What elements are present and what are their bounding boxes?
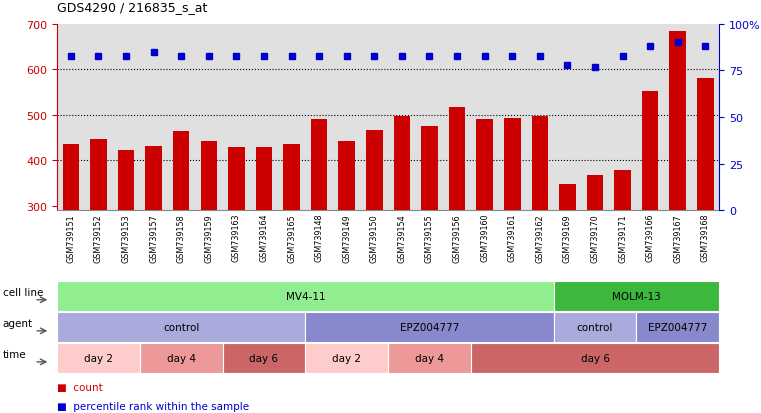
- Text: day 6: day 6: [250, 353, 279, 363]
- Text: GDS4290 / 216835_s_at: GDS4290 / 216835_s_at: [57, 2, 208, 14]
- Bar: [614, 171, 631, 342]
- Text: MOLM-13: MOLM-13: [612, 291, 661, 301]
- Text: day 2: day 2: [84, 353, 113, 363]
- Text: MV4-11: MV4-11: [285, 291, 325, 301]
- Bar: [118, 151, 134, 342]
- Bar: [642, 91, 658, 342]
- Bar: [283, 145, 300, 342]
- Text: agent: agent: [3, 318, 33, 329]
- Bar: [339, 141, 355, 342]
- Bar: [305, 344, 388, 373]
- Bar: [57, 282, 553, 311]
- Text: ■  percentile rank within the sample: ■ percentile rank within the sample: [57, 401, 249, 411]
- Bar: [57, 313, 305, 342]
- Bar: [476, 120, 493, 342]
- Bar: [256, 148, 272, 342]
- Bar: [200, 141, 217, 342]
- Text: time: time: [3, 349, 27, 360]
- Bar: [636, 313, 719, 342]
- Bar: [531, 116, 548, 342]
- Bar: [449, 107, 465, 342]
- Text: ■  count: ■ count: [57, 382, 103, 392]
- Bar: [62, 145, 79, 342]
- Bar: [57, 344, 140, 373]
- Bar: [90, 140, 107, 342]
- Bar: [553, 282, 719, 311]
- Bar: [145, 146, 162, 342]
- Bar: [553, 313, 636, 342]
- Bar: [228, 148, 244, 342]
- Bar: [697, 79, 714, 342]
- Text: cell line: cell line: [3, 287, 43, 298]
- Bar: [310, 120, 327, 342]
- Bar: [140, 344, 222, 373]
- Bar: [388, 344, 471, 373]
- Bar: [305, 313, 553, 342]
- Bar: [471, 344, 719, 373]
- Text: day 4: day 4: [415, 353, 444, 363]
- Text: day 2: day 2: [333, 353, 361, 363]
- Bar: [366, 131, 383, 342]
- Text: day 4: day 4: [167, 353, 196, 363]
- Bar: [670, 31, 686, 342]
- Text: EPZ004777: EPZ004777: [648, 322, 708, 332]
- Bar: [393, 116, 410, 342]
- Text: control: control: [577, 322, 613, 332]
- Bar: [222, 344, 305, 373]
- Text: day 6: day 6: [581, 353, 610, 363]
- Text: EPZ004777: EPZ004777: [400, 322, 459, 332]
- Bar: [587, 175, 603, 342]
- Bar: [504, 119, 521, 342]
- Bar: [559, 184, 575, 342]
- Bar: [173, 131, 189, 342]
- Text: control: control: [163, 322, 199, 332]
- Bar: [421, 127, 438, 342]
